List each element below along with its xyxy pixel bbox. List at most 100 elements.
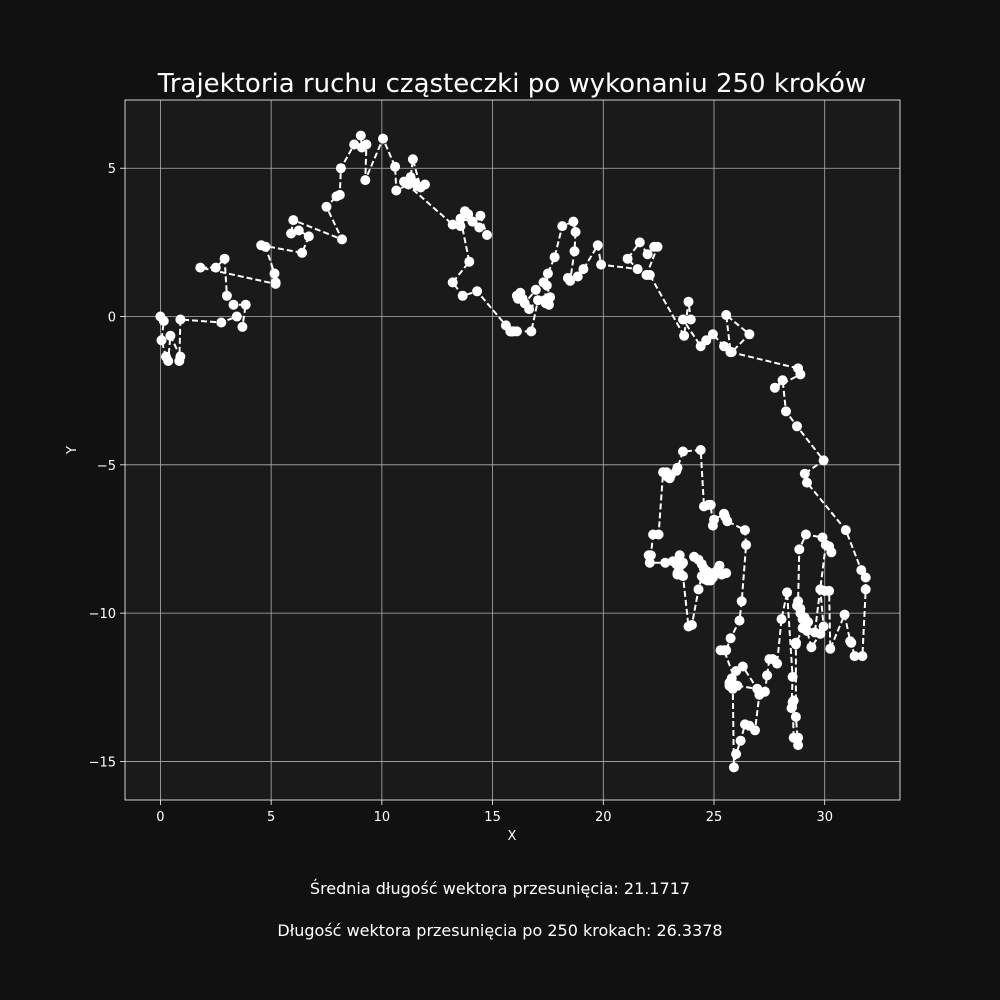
trajectory-point (568, 216, 579, 227)
trajectory-point (817, 532, 828, 543)
chart-title: Trajektoria ruchu cząsteczki po wykonani… (157, 69, 866, 99)
trajectory-point (415, 182, 426, 193)
y-tick-label: 5 (108, 162, 116, 177)
trajectory-point (721, 645, 732, 656)
trajectory-point (578, 264, 589, 275)
trajectory-point (721, 310, 732, 320)
trajectory-point (464, 256, 475, 267)
trajectory-point (175, 314, 186, 325)
trajectory-point (391, 185, 402, 196)
trajectory-point (463, 209, 474, 220)
trajectory-point (857, 651, 868, 662)
x-tick-label: 5 (267, 810, 275, 825)
trajectory-point (777, 375, 788, 386)
trajectory-point (824, 541, 835, 552)
trajectory-point (378, 133, 388, 144)
trajectory-point (678, 446, 688, 457)
trajectory-point (457, 290, 468, 301)
trajectory-point (806, 642, 817, 653)
trajectory-point (790, 711, 801, 722)
trajectory-point (860, 572, 871, 583)
trajectory-point (286, 228, 297, 239)
trajectory-point (818, 455, 829, 466)
trajectory-point (762, 670, 773, 681)
trajectory-point (752, 683, 763, 694)
trajectory-point (596, 259, 607, 270)
trajectory-point (334, 189, 345, 200)
trajectory-point (399, 176, 409, 187)
trajectory-point (219, 253, 230, 264)
trajectory-point (337, 234, 347, 245)
trajectory-point (297, 247, 308, 258)
trajectory-point (815, 584, 826, 595)
trajectory-point (165, 330, 176, 341)
x-tick-label: 0 (156, 810, 164, 825)
trajectory-point (216, 317, 227, 328)
trajectory-point (788, 695, 799, 706)
trajectory-point (562, 273, 573, 283)
trajectory-point (335, 163, 346, 174)
trajectory-point (782, 587, 793, 598)
trajectory-point (781, 406, 791, 417)
y-tick-label: 0 (108, 311, 116, 326)
y-axis-label: Y (65, 446, 80, 455)
trajectory-point (671, 559, 682, 570)
mean-displacement-text: Średnia długość wektora przesunięcia: 21… (309, 879, 691, 898)
trajectory-point (269, 268, 280, 279)
trajectory-point (549, 252, 560, 263)
trajectory-point (360, 175, 371, 186)
trajectory-point (174, 356, 185, 366)
plot-frame (124, 99, 901, 801)
trajectory-point (764, 654, 775, 665)
trajectory-point (793, 740, 804, 751)
trajectory-point (728, 762, 739, 773)
trajectory-point (228, 299, 239, 310)
trajectory-point (592, 240, 603, 251)
trajectory-point (840, 525, 851, 536)
trajectory-point (735, 735, 746, 746)
y-tick-label: −15 (89, 755, 116, 770)
trajectory-point (644, 557, 655, 568)
final-displacement-text: Długość wektora przesunięcia po 250 krok… (277, 921, 723, 940)
trajectory-point (658, 467, 669, 478)
trajectory-series (155, 130, 871, 773)
trajectory-point (652, 241, 663, 252)
trajectory-point (825, 643, 836, 654)
x-tick-label: 15 (484, 810, 501, 825)
trajectory-point (195, 262, 206, 273)
trajectory-point (648, 529, 659, 540)
trajectory-point (678, 571, 688, 582)
trajectory-point (231, 311, 242, 322)
trajectory-point (726, 673, 737, 684)
trajectory-point (644, 270, 655, 280)
trajectory-point (740, 719, 750, 730)
trajectory-point (158, 316, 169, 326)
trajectory-point (689, 551, 700, 562)
trajectory-point (570, 227, 581, 237)
trajectory-point (447, 277, 458, 288)
trajectory-point (541, 280, 552, 291)
trajectory-point (542, 268, 553, 279)
trajectory-point (634, 237, 645, 248)
trajectory-point (642, 249, 653, 260)
trajectory-point (678, 314, 688, 325)
trajectory-point (467, 216, 478, 227)
trajectory-point (455, 221, 466, 232)
trajectory-point (482, 230, 492, 240)
trajectory-point (407, 154, 418, 165)
trajectory-point (557, 221, 568, 232)
trajectory-point (794, 544, 805, 555)
trajectory-point (744, 329, 755, 340)
trajectory-point (475, 210, 486, 221)
trajectory-point (622, 253, 633, 264)
trajectory-point (719, 341, 729, 352)
trajectory-point (526, 326, 537, 337)
trajectory-point (707, 329, 718, 340)
trajectory-point (569, 246, 580, 257)
trajectory-point (686, 620, 697, 630)
trajectory-point (799, 468, 810, 479)
axis-ticks: 0 5 10 15 20 25 30 5 0 −5 −10 −15 (89, 162, 833, 825)
trajectory-point (447, 219, 458, 230)
trajectory-point (741, 539, 752, 550)
